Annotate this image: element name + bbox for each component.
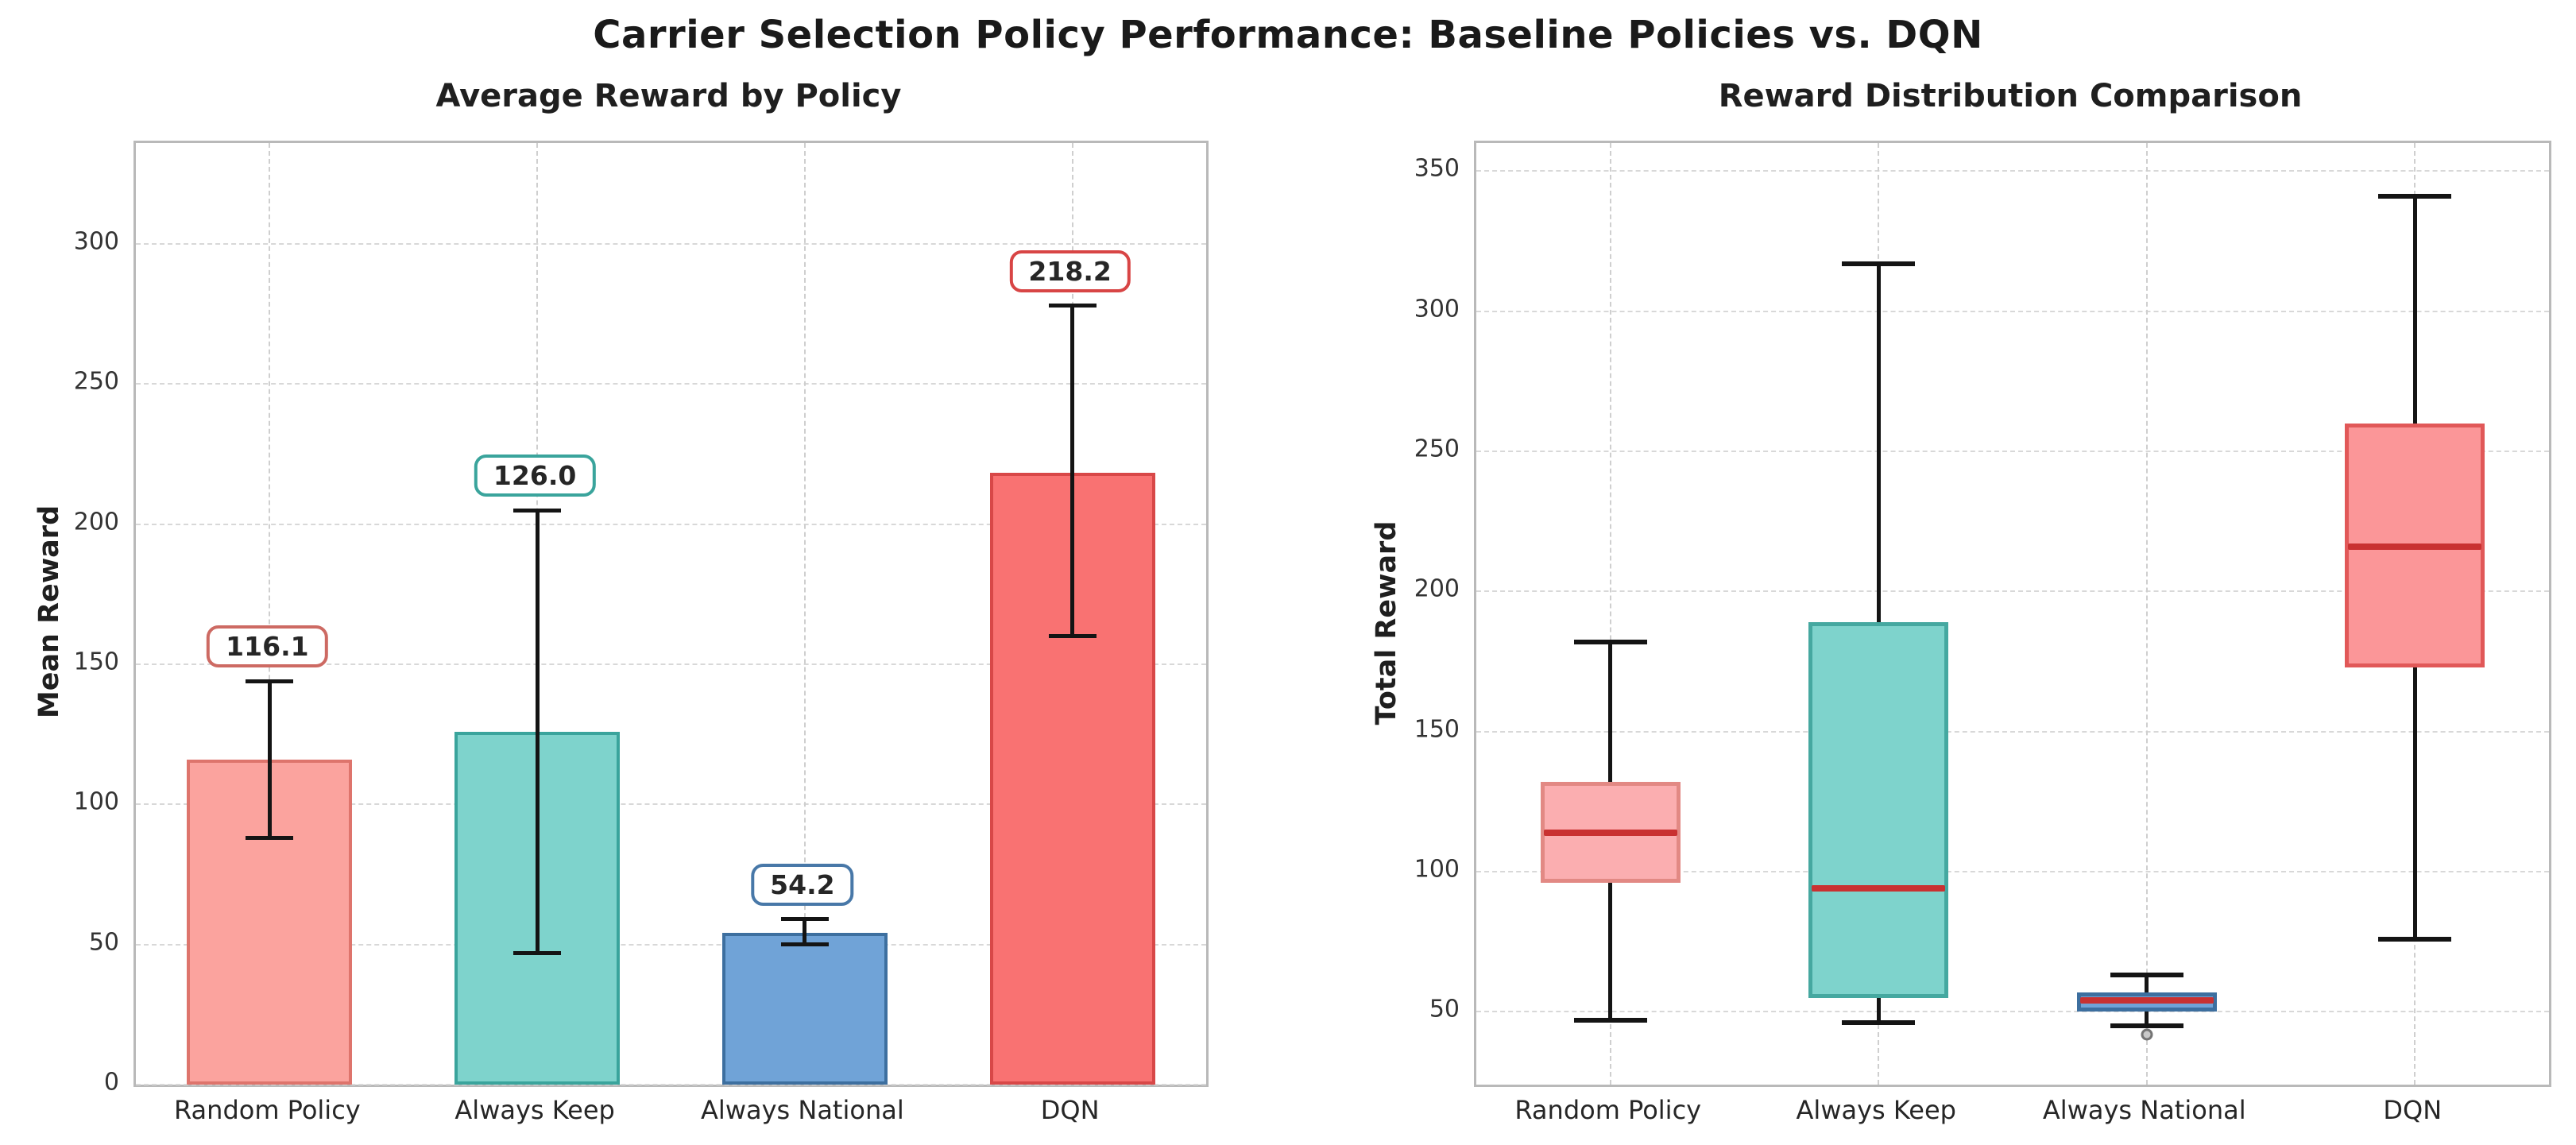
whisker-lower-always-national	[2145, 1012, 2149, 1026]
value-annotation-dqn: 218.2	[1009, 250, 1131, 292]
whisker-lower-dqn	[2412, 667, 2417, 939]
gridline-horizontal	[1476, 590, 2549, 593]
whisker-cap-top-always-national	[2110, 973, 2183, 978]
whisker-upper-always-national	[2145, 975, 2149, 992]
outlier-point-always-national	[2141, 1028, 2153, 1041]
y-tick-label: 300	[73, 227, 119, 256]
error-cap-bottom-random-policy	[246, 836, 294, 841]
whisker-cap-top-dqn	[2378, 194, 2452, 199]
error-cap-bottom-dqn	[1048, 634, 1097, 639]
gridline-vertical	[269, 143, 271, 1085]
x-category-label-always-keep: Always Keep	[454, 1095, 615, 1125]
y-tick-label: 250	[1414, 435, 1460, 463]
error-cap-top-always-keep	[513, 508, 562, 513]
gridline-horizontal	[136, 242, 1206, 245]
box-always-keep	[1808, 622, 1949, 998]
gridline-horizontal	[1476, 450, 2549, 452]
whisker-upper-dqn	[2412, 196, 2417, 424]
gridline-vertical	[1609, 143, 1611, 1085]
gridline-horizontal	[136, 943, 1206, 946]
whisker-cap-top-always-keep	[1842, 261, 1916, 266]
whisker-lower-always-keep	[1876, 997, 1881, 1023]
y-tick-label: 350	[1414, 154, 1460, 183]
whisker-upper-always-keep	[1876, 263, 1881, 623]
error-cap-top-random-policy	[246, 679, 294, 683]
left-chart-title: Average Reward by Policy	[435, 78, 902, 114]
y-tick-label: 100	[1414, 855, 1460, 884]
whisker-cap-bottom-dqn	[2378, 936, 2452, 942]
gridline-horizontal	[1476, 1011, 2549, 1013]
error-cap-top-dqn	[1048, 304, 1097, 308]
median-line-random-policy	[1543, 829, 1677, 836]
x-category-label-dqn: DQN	[2383, 1095, 2443, 1125]
y-tick-label: 50	[1429, 995, 1460, 1023]
gridline-vertical	[2145, 143, 2148, 1085]
error-cap-top-always-national	[780, 917, 829, 922]
right-y-axis-label: Total Reward	[1371, 520, 1402, 725]
x-category-label-random-policy: Random Policy	[174, 1095, 361, 1125]
median-line-always-keep	[1812, 885, 1946, 892]
gridline-horizontal	[136, 383, 1206, 385]
error-bar-always-keep	[535, 510, 540, 954]
value-annotation-always-national: 54.2	[751, 863, 854, 906]
y-tick-label: 150	[1414, 715, 1460, 744]
gridline-horizontal	[1476, 730, 2549, 733]
value-annotation-always-keep: 126.0	[474, 455, 596, 497]
y-tick-label: 100	[73, 787, 119, 816]
error-cap-bottom-always-keep	[513, 950, 562, 955]
gridline-horizontal	[136, 1084, 1206, 1085]
y-tick-label: 250	[73, 367, 119, 396]
gridline-horizontal	[1476, 310, 2549, 312]
gridline-horizontal	[136, 663, 1206, 665]
x-category-label-random-policy: Random Policy	[1514, 1095, 1702, 1125]
right-chart-axes	[1474, 141, 2551, 1087]
left-chart-axes	[133, 141, 1209, 1087]
error-bar-random-policy	[267, 681, 272, 838]
y-tick-label: 200	[1414, 574, 1460, 603]
x-category-label-dqn: DQN	[1040, 1095, 1100, 1125]
y-tick-label: 0	[103, 1068, 119, 1097]
error-bar-always-national	[803, 919, 807, 945]
gridline-vertical	[803, 143, 806, 1085]
whisker-cap-bottom-random-policy	[1573, 1017, 1647, 1023]
x-category-label-always-national: Always National	[701, 1095, 904, 1125]
y-tick-label: 200	[73, 508, 119, 536]
error-cap-bottom-always-national	[780, 942, 829, 947]
gridline-horizontal	[136, 523, 1206, 525]
y-tick-label: 150	[73, 648, 119, 676]
whisker-lower-random-policy	[1608, 883, 1613, 1020]
whisker-cap-bottom-always-national	[2110, 1023, 2183, 1028]
gridline-horizontal	[1476, 170, 2549, 172]
whisker-upper-random-policy	[1608, 641, 1613, 783]
bar-always-national	[721, 932, 888, 1085]
value-annotation-random-policy: 116.1	[207, 625, 328, 668]
gridline-horizontal	[1476, 870, 2549, 872]
right-chart-title: Reward Distribution Comparison	[1718, 78, 2303, 114]
y-tick-label: 50	[88, 928, 119, 957]
y-tick-label: 300	[1414, 295, 1460, 323]
figure-title: Carrier Selection Policy Performance: Ba…	[593, 13, 1983, 57]
x-category-label-always-national: Always National	[2042, 1095, 2246, 1125]
whisker-cap-top-random-policy	[1573, 639, 1647, 644]
median-line-dqn	[2348, 543, 2482, 550]
median-line-always-national	[2079, 997, 2214, 1004]
left-y-axis-label: Mean Reward	[33, 505, 65, 719]
gridline-horizontal	[136, 803, 1206, 806]
error-bar-dqn	[1070, 305, 1075, 636]
whisker-cap-bottom-always-keep	[1842, 1020, 1916, 1026]
x-category-label-always-keep: Always Keep	[1796, 1095, 1956, 1125]
